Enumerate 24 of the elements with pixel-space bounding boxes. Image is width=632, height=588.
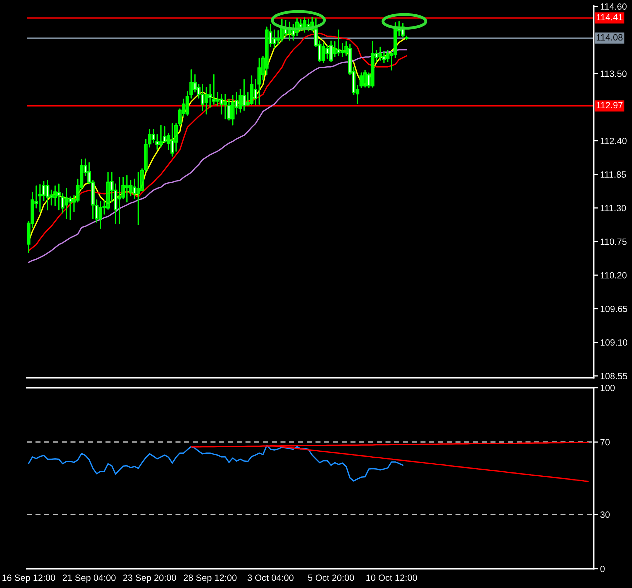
y-tick-label: 109.10 — [600, 340, 628, 346]
y-tick-label: 0 — [600, 566, 605, 572]
y-tick-label: 100 — [600, 384, 615, 392]
y-tick-label: 30 — [600, 512, 610, 518]
ref-line-label: 114.08 — [596, 34, 623, 41]
y-tick-label: 112.40 — [600, 138, 627, 144]
x-tick-label: 16 Sep 12:00 — [2, 574, 56, 583]
y-tick-label: 110.20 — [600, 272, 627, 279]
x-tick-label: 21 Sep 04:00 — [62, 574, 116, 583]
x-tick-label: 23 Sep 20:00 — [123, 574, 176, 583]
y-tick-label: 70 — [600, 439, 610, 446]
y-tick-label: 109.65 — [600, 306, 628, 312]
x-tick-label: 3 Oct 04:00 — [248, 574, 294, 582]
x-tick-label: 10 Oct 12:00 — [366, 574, 418, 582]
y-tick-label: 111.85 — [600, 172, 626, 178]
y-tick-label: 110.75 — [600, 238, 627, 246]
y-tick-label: 108.55 — [600, 373, 628, 380]
y-tick-label: 111.30 — [600, 205, 626, 212]
y-tick-label: 114.60 — [600, 4, 627, 10]
ref-line-label: 112.97 — [596, 102, 623, 109]
ref-line-label: 114.41 — [596, 14, 623, 21]
x-tick-label: 28 Sep 12:00 — [184, 574, 237, 583]
x-tick-label: 5 Oct 20:00 — [308, 574, 354, 582]
y-tick-label: 113.50 — [600, 70, 627, 78]
